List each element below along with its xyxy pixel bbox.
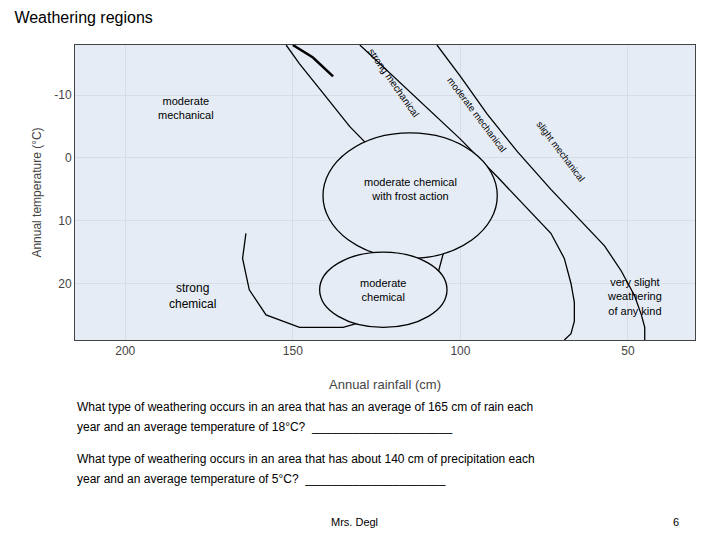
- svg-text:6: 6: [673, 516, 679, 528]
- svg-text:10: 10: [58, 214, 72, 228]
- svg-text:Annual rainfall (cm): Annual rainfall (cm): [329, 377, 441, 392]
- svg-text:year and an average temperatur: year and an average temperature of 18°C?…: [77, 420, 452, 434]
- svg-text:moderate chemicalwith frost ac: moderate chemicalwith frost action: [364, 176, 457, 202]
- svg-text:-10: -10: [54, 88, 72, 102]
- svg-text:What type of weathering occurs: What type of weathering occurs in an are…: [77, 400, 533, 414]
- svg-text:strong mechanical: strong mechanical: [366, 46, 422, 119]
- svg-text:slight mechanical: slight mechanical: [534, 119, 587, 184]
- svg-text:What type of weathering occurs: What type of weathering occurs in an are…: [77, 452, 535, 466]
- svg-text:Annual temperature (°C): Annual temperature (°C): [30, 127, 44, 257]
- svg-text:50: 50: [621, 344, 635, 358]
- svg-text:20: 20: [58, 277, 72, 291]
- svg-text:moderate mechanical: moderate mechanical: [445, 75, 508, 154]
- svg-text:Mrs. Degl: Mrs. Degl: [331, 516, 378, 528]
- svg-text:year and an average temperatur: year and an average temperature of 5°C? …: [77, 472, 446, 486]
- svg-text:200: 200: [115, 344, 135, 358]
- svg-text:strongchemical: strongchemical: [169, 281, 216, 311]
- svg-text:very slightweatheringof any ki: very slightweatheringof any kind: [607, 276, 662, 317]
- svg-text:moderatechemical: moderatechemical: [360, 277, 406, 303]
- svg-text:0: 0: [65, 151, 72, 165]
- svg-text:100: 100: [450, 344, 470, 358]
- svg-text:Weathering regions: Weathering regions: [14, 9, 152, 26]
- svg-text:moderatemechanical: moderatemechanical: [158, 95, 214, 121]
- svg-text:150: 150: [283, 344, 303, 358]
